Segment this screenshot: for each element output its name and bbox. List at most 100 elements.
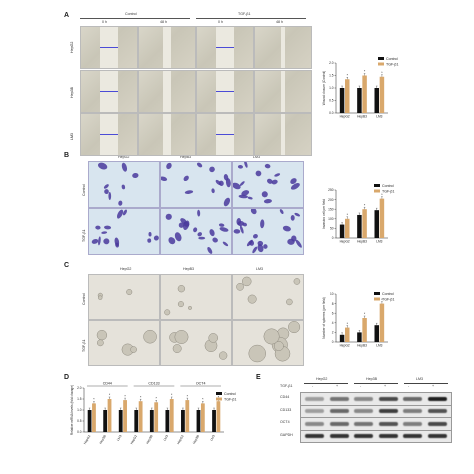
blot-band — [427, 434, 447, 439]
sphere-image — [232, 274, 304, 320]
blot-col-label: HepG2 — [316, 377, 328, 381]
blot-col-line — [404, 382, 448, 383]
wound-image — [196, 113, 254, 156]
blot-band-label: CD133 — [280, 407, 292, 412]
blot-col-line — [354, 382, 398, 383]
legend-swatch — [374, 189, 380, 193]
blot-band-label: GAPDH — [280, 432, 293, 437]
significance-mark: * — [140, 395, 142, 399]
blot-band-label: CD44 — [280, 395, 290, 399]
significance-mark: * — [364, 203, 366, 207]
wound-image — [138, 26, 196, 69]
gene-group-label: CD44 — [103, 382, 112, 386]
y-tick-label: 1.0 — [77, 408, 82, 412]
x-tick-label: HepG2 — [83, 434, 92, 445]
y-tick-label: 0 — [332, 236, 334, 240]
significance-mark: * — [109, 393, 111, 397]
blot-band — [378, 409, 398, 414]
transwell-image — [232, 161, 304, 208]
y-tick-label: 2 — [332, 331, 334, 335]
legend-label: TGF-β1 — [386, 62, 398, 66]
blot-row — [300, 417, 452, 431]
legend-swatch — [374, 184, 380, 187]
y-tick-label: 0.5 — [329, 99, 334, 103]
bar — [138, 401, 143, 432]
wound-image — [80, 70, 138, 113]
bar — [154, 402, 159, 432]
time-label-0: 0 h — [102, 20, 107, 24]
wound-image — [196, 26, 254, 69]
row-label-a-2: LM3 — [70, 133, 74, 140]
blot-row — [300, 429, 452, 443]
wound-gap — [163, 27, 171, 68]
x-tick-label: Hep3B — [145, 434, 153, 444]
legend-swatch — [216, 397, 222, 401]
blot-header: HepG2 Hep3B LM3 — [300, 377, 450, 392]
significance-mark: * — [218, 395, 220, 399]
bar — [374, 88, 379, 113]
y-axis-label: Invasion cell per field — [322, 199, 326, 229]
blot-col-label: LM3 — [416, 377, 423, 381]
significance-mark: * — [93, 398, 95, 402]
blot-treat-sign: + — [432, 384, 435, 388]
wound-image — [196, 70, 254, 113]
x-tick-label: LM3 — [376, 240, 382, 244]
scale-line — [100, 134, 118, 135]
bar — [379, 198, 385, 238]
blot-band — [329, 421, 349, 426]
x-tick-label: LM3 — [209, 434, 216, 442]
y-tick-label: 10 — [330, 292, 334, 296]
legend-label: TGF-β1 — [382, 297, 394, 301]
blot-row — [300, 392, 452, 406]
row-label-b-0: Control — [82, 184, 86, 196]
bar — [357, 88, 362, 113]
blot-col-label: Hep3B — [366, 377, 377, 381]
bar — [339, 88, 345, 113]
scale-line — [216, 134, 234, 135]
gene-group-label: CD133 — [148, 382, 159, 386]
blot-col-line — [304, 382, 348, 383]
wound-gap — [281, 71, 285, 112]
chart-a: 0.0 0.5 1.0 1.5 2.0 Wound closure (Control) * H… — [322, 57, 398, 119]
blot-band — [354, 434, 373, 439]
sphere-image — [160, 274, 232, 320]
bar — [165, 410, 170, 432]
chart-c: 0 2 4 6 8 10 Number of spheres (per field) * Hep… — [322, 292, 394, 348]
x-tick-label: LM3 — [376, 115, 382, 119]
bar — [107, 399, 112, 432]
col-label-c-2: LM3 — [256, 267, 263, 271]
wound-gap — [281, 27, 285, 68]
row-label-c-1: TGF-β1 — [82, 339, 86, 352]
transwell-image — [160, 161, 232, 208]
bar — [200, 403, 205, 432]
y-tick-label: 0.0 — [329, 111, 334, 115]
panel-label-c: C — [64, 262, 70, 269]
sphere-image — [88, 320, 160, 366]
transwell-image — [88, 161, 160, 208]
bar — [216, 401, 221, 432]
blot-band — [403, 409, 422, 414]
wound-image — [254, 70, 312, 113]
bar — [339, 334, 345, 342]
y-tick-label: 150 — [328, 207, 334, 211]
x-tick-label: HepG2 — [340, 344, 350, 348]
significance-mark: * — [381, 193, 383, 197]
x-tick-label: Hep3B — [192, 434, 200, 444]
legend-swatch — [374, 297, 380, 301]
blot-band — [305, 409, 324, 414]
wound-gap — [281, 114, 285, 155]
blot-treat-sign: + — [384, 384, 387, 388]
group-line-control — [80, 18, 190, 19]
col-label-b-1: HepB3 — [180, 155, 191, 159]
bar — [357, 332, 362, 342]
significance-mark: * — [364, 70, 366, 74]
sphere-image — [88, 274, 160, 320]
significance-mark: * — [187, 394, 189, 398]
wound-image — [138, 70, 196, 113]
bar — [379, 303, 385, 342]
chart-b: 0 50 100 150 200 250 Invasion cell per field * H… — [322, 184, 394, 244]
bar — [134, 410, 139, 432]
legend-label: Control — [382, 184, 394, 188]
blot-band — [378, 434, 398, 439]
